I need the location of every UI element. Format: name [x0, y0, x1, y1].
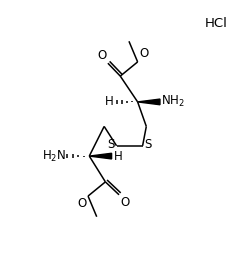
Text: S: S — [145, 138, 152, 151]
Text: S: S — [107, 138, 115, 151]
Text: H$_2$N: H$_2$N — [42, 149, 66, 164]
Text: H: H — [105, 95, 114, 108]
Text: O: O — [120, 196, 129, 209]
Text: H: H — [114, 150, 123, 163]
Text: HCl: HCl — [204, 17, 227, 30]
Text: O: O — [78, 197, 87, 210]
Text: O: O — [97, 49, 107, 62]
Text: O: O — [139, 47, 148, 60]
Polygon shape — [138, 99, 160, 105]
Text: NH$_2$: NH$_2$ — [161, 94, 185, 109]
Polygon shape — [89, 153, 112, 159]
